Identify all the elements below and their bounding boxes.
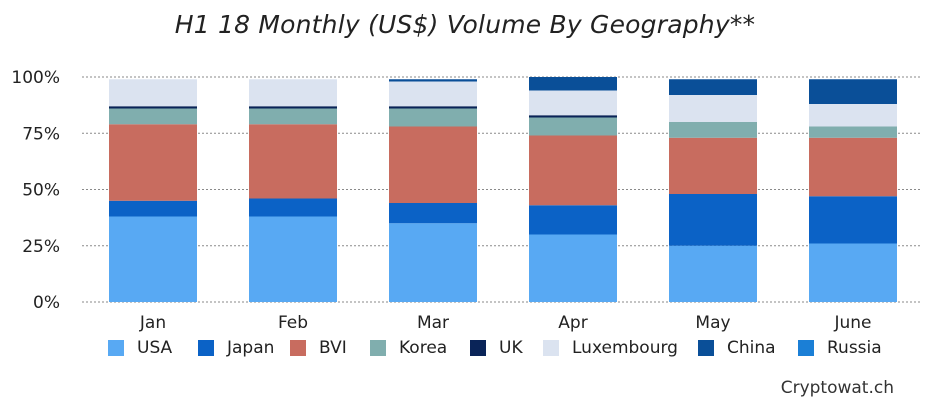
chart-title: H1 18 Monthly (US$) Volume By Geography*… bbox=[174, 10, 756, 39]
legend-swatch bbox=[798, 340, 814, 356]
y-tick-label: 75% bbox=[22, 124, 60, 144]
x-tick-label: Mar bbox=[417, 313, 449, 333]
y-tick-label: 25% bbox=[22, 237, 60, 257]
bar-segment-korea-apr bbox=[529, 117, 617, 136]
legend-item-luxembourg: Luxembourg bbox=[543, 338, 678, 358]
source-credit: Cryptowat.ch bbox=[780, 378, 894, 398]
legend-item-japan: Japan bbox=[198, 338, 274, 358]
bar-segment-usa-mar bbox=[389, 223, 477, 302]
stacked-bar-chart: 0% 25% 50% 75% 100% Jan Feb Mar Apr May June bbox=[11, 68, 920, 333]
legend-item-china: China bbox=[698, 338, 776, 358]
bar-segment-usa-jan bbox=[109, 216, 197, 302]
bar-segment-china-mar bbox=[389, 79, 477, 82]
legend-label: BVI bbox=[319, 338, 347, 358]
legend-label: China bbox=[727, 338, 776, 358]
legend-label: USA bbox=[137, 338, 173, 358]
bar-segment-luxembourg-june bbox=[809, 104, 897, 127]
bar-segment-japan-apr bbox=[529, 205, 617, 235]
bar-segment-luxembourg-mar bbox=[389, 81, 477, 107]
x-tick-label: June bbox=[833, 313, 871, 333]
legend-item-russia: Russia bbox=[798, 338, 882, 358]
legend-swatch bbox=[370, 340, 386, 356]
bar-segment-china-june bbox=[809, 79, 897, 104]
bar-segment-usa-may bbox=[669, 245, 757, 302]
bar-segment-china-may bbox=[669, 79, 757, 95]
bar-segment-uk-mar bbox=[389, 106, 477, 109]
bar-segment-china-apr bbox=[529, 77, 617, 91]
bar-segment-japan-feb bbox=[249, 198, 337, 217]
bar-segment-usa-june bbox=[809, 243, 897, 302]
legend-label: Russia bbox=[827, 338, 882, 358]
legend-swatch bbox=[198, 340, 214, 356]
bar-segment-korea-mar bbox=[389, 108, 477, 127]
legend-label: UK bbox=[499, 338, 523, 358]
bar-segment-uk-apr bbox=[529, 115, 617, 118]
x-tick-label: Jan bbox=[139, 313, 166, 333]
bar-segment-bvi-mar bbox=[389, 126, 477, 203]
legend-item-uk: UK bbox=[470, 338, 523, 358]
legend-item-bvi: BVI bbox=[290, 338, 347, 358]
legend-swatch bbox=[108, 340, 124, 356]
y-tick-label: 50% bbox=[22, 181, 60, 201]
x-tick-label: Apr bbox=[558, 313, 587, 333]
legend-swatch bbox=[290, 340, 306, 356]
bar-segment-japan-jan bbox=[109, 200, 197, 217]
bar-segment-usa-apr bbox=[529, 234, 617, 302]
bar-segment-bvi-feb bbox=[249, 124, 337, 199]
bar-segment-japan-may bbox=[669, 194, 757, 246]
bar-segment-luxembourg-apr bbox=[529, 90, 617, 116]
chart-legend: USA Japan BVI Korea UK Luxembourg China Russia bbox=[0, 338, 930, 366]
bar-segment-luxembourg-feb bbox=[249, 79, 337, 107]
bar-segment-korea-may bbox=[669, 122, 757, 138]
bar-segment-korea-feb bbox=[249, 108, 337, 125]
bar-segment-uk-feb bbox=[249, 106, 337, 109]
legend-item-korea: Korea bbox=[370, 338, 447, 358]
legend-label: Luxembourg bbox=[572, 338, 678, 358]
bar-segment-bvi-may bbox=[669, 137, 757, 194]
bar-segment-bvi-june bbox=[809, 137, 897, 197]
bar-segment-korea-june bbox=[809, 126, 897, 138]
legend-item-usa: USA bbox=[108, 338, 172, 358]
y-tick-label: 100% bbox=[11, 68, 60, 88]
bar-segment-japan-mar bbox=[389, 203, 477, 224]
y-tick-label: 0% bbox=[33, 293, 60, 313]
x-tick-label: Feb bbox=[278, 313, 308, 333]
legend-label: Japan bbox=[227, 338, 275, 358]
legend-swatch bbox=[543, 340, 559, 356]
bar-segment-usa-feb bbox=[249, 216, 337, 302]
bar-segment-luxembourg-jan bbox=[109, 79, 197, 107]
bar-segment-japan-june bbox=[809, 196, 897, 244]
legend-label: Korea bbox=[399, 338, 448, 358]
bar-segment-korea-jan bbox=[109, 108, 197, 125]
bar-segment-luxembourg-may bbox=[669, 95, 757, 122]
legend-swatch bbox=[698, 340, 714, 356]
bar-segment-bvi-apr bbox=[529, 135, 617, 206]
x-tick-label: May bbox=[695, 313, 730, 333]
bar-segment-bvi-jan bbox=[109, 124, 197, 201]
legend-swatch bbox=[470, 340, 486, 356]
bar-segment-uk-jan bbox=[109, 106, 197, 109]
